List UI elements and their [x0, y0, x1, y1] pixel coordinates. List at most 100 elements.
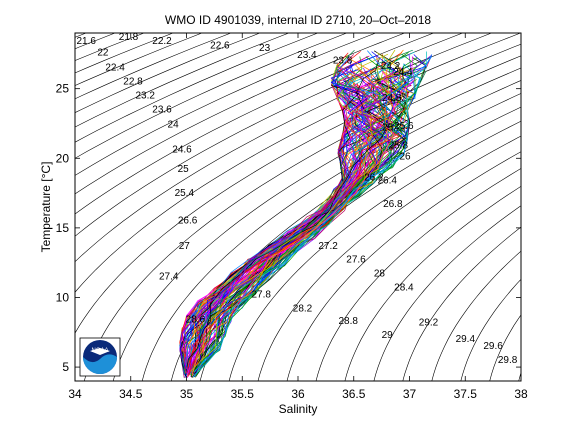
density-isoline	[83, 55, 521, 381]
profile-line	[191, 52, 405, 373]
x-tick-label: 36.5	[342, 387, 366, 401]
density-label: 22.2	[152, 36, 172, 47]
profile-line	[190, 67, 416, 372]
density-label: 26.6	[178, 216, 198, 227]
density-isoline	[75, 33, 261, 113]
density-label: 23.4	[297, 50, 317, 61]
profile-lines	[179, 49, 433, 379]
chart-title: WMO ID 4901039, internal ID 2710, 20–Oct…	[165, 13, 431, 27]
x-tick-label: 37.5	[454, 387, 478, 401]
density-label: 27	[179, 241, 191, 252]
profile-line	[192, 51, 427, 377]
y-tick-label: 25	[56, 82, 70, 96]
profile-line	[191, 69, 405, 376]
x-tick-label: 34.5	[119, 387, 143, 401]
y-tick-label: 5	[62, 360, 69, 374]
density-label: 25.4	[175, 188, 195, 199]
density-isoline	[286, 151, 521, 381]
density-label: 24.4	[393, 67, 413, 78]
density-label: 21.8	[119, 32, 139, 43]
profile-line	[195, 63, 422, 372]
density-label: 25.2	[382, 122, 402, 133]
density-label: 24.8	[382, 93, 402, 104]
density-isoline	[489, 314, 521, 381]
density-label: 28.4	[394, 283, 414, 294]
density-isoline	[75, 33, 232, 100]
density-isoline	[75, 33, 348, 159]
density-label: 22.4	[105, 63, 125, 74]
profile-line	[179, 66, 386, 372]
profile-line	[193, 54, 433, 372]
logo-text: NOAA	[91, 348, 108, 354]
density-label: 21.6	[76, 36, 96, 47]
density-label: 29.4	[456, 334, 476, 345]
density-isoline	[373, 205, 521, 381]
profile-line	[192, 70, 415, 373]
density-label: 28.8	[338, 316, 358, 327]
density-label: 29.2	[419, 317, 439, 328]
x-axis-title: Salinity	[279, 402, 318, 416]
profile-line	[191, 56, 415, 375]
density-isoline	[75, 33, 406, 195]
density-label: 24	[168, 120, 180, 131]
density-label: 29.6	[483, 341, 503, 352]
profile-line	[184, 77, 393, 372]
density-isoline	[112, 67, 521, 381]
noaa-logo: NOAA	[79, 337, 121, 377]
profile-line	[182, 50, 385, 374]
profile-line	[192, 56, 416, 373]
profile-line	[180, 84, 364, 375]
density-label: 23.8	[333, 56, 353, 67]
density-isoline	[431, 250, 521, 381]
profile-line	[191, 65, 410, 378]
x-tick-label: 36	[291, 387, 305, 401]
density-isoline	[75, 33, 290, 128]
density-label: 28.2	[293, 303, 313, 314]
x-tick-label: 35	[180, 387, 194, 401]
profile-line	[189, 84, 400, 375]
density-label: 23	[259, 43, 271, 54]
density-label: 26.8	[383, 199, 403, 210]
y-tick-label: 15	[56, 221, 70, 235]
density-label: 22	[97, 47, 109, 58]
x-tick-label: 35.5	[231, 387, 255, 401]
density-isoline	[75, 33, 435, 215]
density-label: 26.2	[364, 173, 384, 184]
density-label: 25.6	[394, 121, 414, 132]
density-label: 29	[382, 330, 394, 341]
profile-line	[186, 63, 380, 371]
x-axis: 34 34.5 35 35.5 36 36.5 37 37.5 38	[68, 33, 528, 401]
y-axis: 5 10 15 20 25	[56, 82, 521, 374]
y-tick-label: 20	[56, 151, 70, 165]
density-isoline	[460, 278, 521, 381]
density-label: 22.6	[210, 40, 230, 51]
density-isoline	[75, 43, 521, 334]
density-label: 26.4	[377, 175, 397, 186]
density-label: 25.8	[389, 141, 409, 152]
density-label: 24.6	[172, 145, 192, 156]
density-isoline	[315, 168, 521, 381]
density-isoline	[402, 226, 521, 381]
density-label: 27.8	[251, 290, 271, 301]
density-label: 22.8	[123, 77, 143, 88]
density-isoline	[75, 33, 377, 176]
profile-line	[181, 84, 371, 374]
profile-line	[195, 70, 427, 376]
density-label: 25	[178, 164, 190, 175]
density-label: 28	[374, 269, 386, 280]
x-tick-label: 34	[68, 387, 82, 401]
density-label: 26	[399, 152, 411, 163]
density-label: 28.6	[186, 315, 206, 326]
density-isoline	[75, 33, 319, 143]
density-label: 23.2	[135, 90, 155, 101]
density-isoline	[344, 185, 521, 381]
density-label: 23.6	[152, 104, 172, 115]
density-labels: 21.6 21.8 22 22.2 22.4 22.6 22.8 23 23.2 23.4 23.6…	[76, 32, 517, 366]
density-isoline	[228, 120, 521, 381]
density-label: 27.2	[318, 241, 338, 252]
y-axis-title: Temperature [°C]	[39, 162, 53, 253]
density-label: 29.8	[498, 355, 518, 366]
density-isoline	[141, 80, 521, 381]
density-label: 27.6	[346, 255, 366, 266]
x-tick-label: 37	[403, 387, 417, 401]
